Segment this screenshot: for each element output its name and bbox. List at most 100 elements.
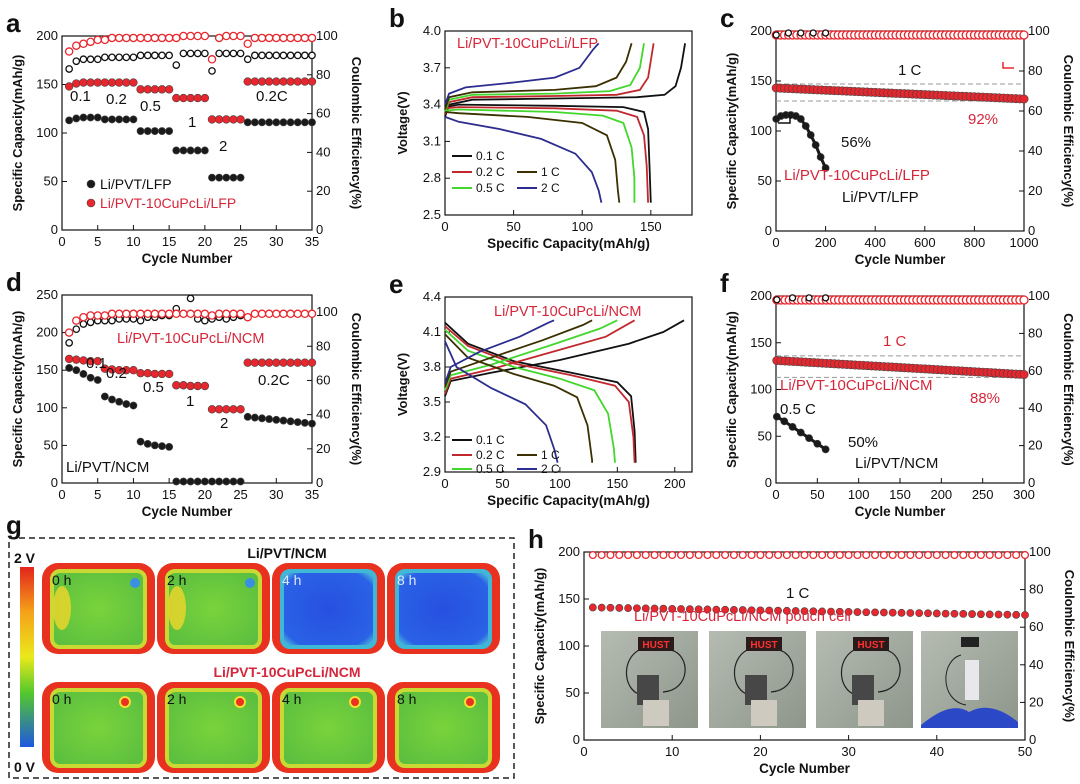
tile-field-green: [395, 688, 492, 768]
capacity-point-red: [200, 381, 210, 391]
capacity-point-red: [888, 608, 897, 617]
capacity-point-black: [65, 116, 74, 125]
discharge-curve: [444, 322, 637, 463]
x-tick-label: 40: [930, 744, 944, 759]
ce-point-red: [257, 33, 267, 43]
y2-tick-label: 60: [316, 372, 330, 387]
ce-point-red: [985, 550, 994, 560]
rate-label: 2: [219, 138, 227, 155]
led-board: [961, 637, 979, 647]
y-tick-label: 3.1: [423, 133, 441, 148]
ce-point-red: [200, 309, 210, 319]
capacity-point-red: [293, 77, 302, 86]
capacity-trend-black: [775, 113, 827, 169]
pouch-cell: [965, 660, 979, 700]
capacity-point-black: [150, 441, 159, 450]
ce-point-black: [129, 53, 138, 62]
x-tick-label: 10: [665, 744, 679, 759]
x-tick-label: 35: [305, 234, 319, 249]
clip: [637, 675, 659, 705]
capacity-point-black: [272, 415, 281, 424]
capacity-point-red: [129, 366, 138, 375]
ce-point-red: [257, 309, 267, 319]
ce-point-red: [122, 309, 131, 319]
discharge-curve: [444, 325, 636, 463]
y2-axis-label: Coulombic Efficiency(%): [349, 57, 364, 209]
y2-tick-label: 20: [316, 183, 330, 198]
series-label-black: Li/PVT/NCM: [855, 455, 938, 472]
ce-point-black: [186, 294, 195, 303]
ce-point-red: [286, 309, 295, 319]
ce-point-red: [923, 550, 933, 560]
chart-a: 0 5 10 15 20 25 30 35050100150200020406080100Cy…: [6, 8, 364, 266]
y-tick-label: 200: [36, 325, 58, 340]
charge-curve: [444, 319, 593, 388]
legend-label: 1 C: [541, 448, 560, 462]
capacity-point-red: [79, 78, 88, 87]
y-tick-label: 100: [36, 400, 58, 415]
chart-title: Li/PVT-10CuPcLi/LFP: [457, 36, 598, 52]
capacity-point-black: [193, 146, 202, 155]
capacity-point-black: [165, 443, 174, 451]
ce-point-red: [615, 550, 624, 560]
ce-point-red: [782, 550, 791, 560]
ce-point-red: [826, 550, 836, 560]
pouch-cell-photo: HUST: [816, 631, 913, 728]
ce-point-red: [606, 550, 615, 560]
capacity-point-red: [924, 609, 932, 618]
led-board-text: HUST: [642, 640, 669, 651]
capacity-point-red: [243, 358, 252, 367]
capacity-point-black: [265, 118, 274, 127]
ce-point-black: [86, 55, 95, 64]
capacity-point-red: [615, 604, 624, 612]
x-tick-label: 20: [753, 744, 767, 759]
x-tick-label: 800: [964, 235, 986, 250]
discharge-curve: [444, 333, 593, 463]
wire: [840, 649, 857, 696]
capacity-trend-black: [776, 415, 827, 451]
y-tick-label: 3.5: [423, 394, 441, 409]
capacity-point-black: [72, 366, 81, 375]
y-tick-label: 200: [750, 23, 772, 38]
y2-tick-label: 100: [316, 304, 338, 319]
ce-point-red: [976, 550, 985, 560]
capacity-point-red: [774, 606, 782, 615]
tile-field-green: [50, 688, 147, 768]
ce-point-red: [93, 311, 102, 320]
ce-point-red: [279, 33, 288, 43]
y-tick-label: 3.7: [423, 60, 441, 75]
capacity-point-black: [222, 173, 231, 182]
capacity-point-red: [264, 358, 274, 367]
capacity-point-red: [279, 358, 288, 367]
rate-label: 0.2: [106, 365, 127, 382]
ce-point-black: [108, 53, 116, 62]
capacity-point-red: [1012, 610, 1021, 619]
capacity-point-black: [129, 115, 138, 124]
capacity-point-black: [293, 118, 302, 127]
hot-spot: [234, 696, 246, 708]
ce-point-red: [765, 550, 774, 560]
capacity-point-black: [129, 401, 138, 410]
capacity-point-red: [129, 78, 138, 87]
capacity-point-black: [100, 392, 109, 401]
capacity-point-red: [236, 115, 245, 124]
cold-spot: [130, 578, 140, 588]
ce-point-red: [862, 550, 871, 560]
capacity-point-red: [730, 606, 738, 614]
capacity-point-red: [157, 369, 167, 379]
capacity-point-black: [158, 442, 166, 451]
ce-point-red: [79, 39, 88, 49]
retention-label: 50%: [848, 434, 878, 451]
led-board: [638, 637, 674, 651]
y2-axis-label: Coulombic Efficiency(%): [1061, 55, 1076, 207]
x-tick-label: 300: [1013, 487, 1035, 502]
panel-label-h: h: [528, 524, 544, 554]
ce-point-red: [300, 309, 310, 319]
rate-label: 0.1: [86, 355, 107, 372]
x-tick-label: 100: [848, 487, 870, 502]
capacity-point-red: [307, 77, 317, 86]
ce-point-red: [703, 550, 712, 560]
y-tick-label: 2.8: [423, 170, 441, 185]
panel-label-a: a: [6, 8, 21, 38]
capacity-point-black: [122, 115, 131, 124]
